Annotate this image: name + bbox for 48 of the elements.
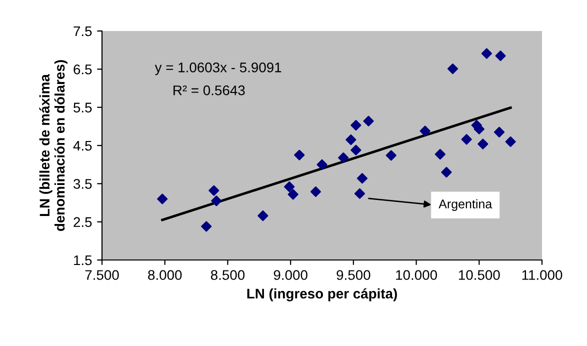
point (346, 134, 356, 146)
point (441, 166, 452, 178)
point (494, 126, 505, 138)
point (354, 188, 366, 199)
point (363, 116, 374, 126)
point (284, 181, 295, 192)
point (478, 138, 488, 150)
point (316, 159, 328, 170)
x-tick-label: 11.000 (522, 270, 562, 280)
point (505, 136, 516, 147)
point (420, 126, 430, 136)
x-tick-label: 8.500 (210, 270, 245, 280)
point (461, 134, 472, 145)
point (350, 120, 362, 131)
point (338, 152, 349, 164)
point (208, 185, 220, 196)
point (294, 150, 305, 160)
x-tick-label: 9.500 (336, 270, 370, 280)
point (288, 189, 298, 200)
y-tick-label: 6.5 (74, 64, 92, 74)
y-tick-label: 4.5 (73, 140, 92, 151)
x-tick-label: 7.500 (85, 270, 119, 280)
y-tick-label: 7.5 (74, 26, 92, 36)
x-tick-label: 9.000 (274, 270, 308, 280)
y-axis-title: LN (billete de máxima denominación en dólares) (39, 60, 68, 231)
x-tick-label: 8.000 (148, 270, 182, 280)
y-tick-label: 1.5 (74, 255, 92, 266)
annotation: y = 1.0603x - 5.9091 (154, 62, 282, 76)
annotation: Argentina (438, 199, 492, 211)
point (434, 148, 446, 160)
annotation: R² = 0.5643 (174, 85, 245, 96)
point (258, 210, 268, 222)
point (386, 150, 396, 161)
point (350, 144, 362, 156)
point (356, 173, 368, 184)
point (481, 48, 492, 59)
y-tick-label: 2.5 (74, 217, 92, 228)
x-tick-label: 10.500 (458, 270, 500, 280)
point (211, 196, 222, 206)
point (157, 194, 168, 204)
y-tick-label: 3.5 (74, 179, 92, 189)
y-tick-label: 5.5 (74, 102, 92, 113)
point (447, 63, 458, 74)
point (201, 221, 212, 232)
point (310, 186, 322, 197)
point (495, 50, 506, 62)
x-axis-title: LN (ingreso per cápita) (247, 288, 397, 302)
x-tick-label: 10.000 (396, 270, 437, 280)
